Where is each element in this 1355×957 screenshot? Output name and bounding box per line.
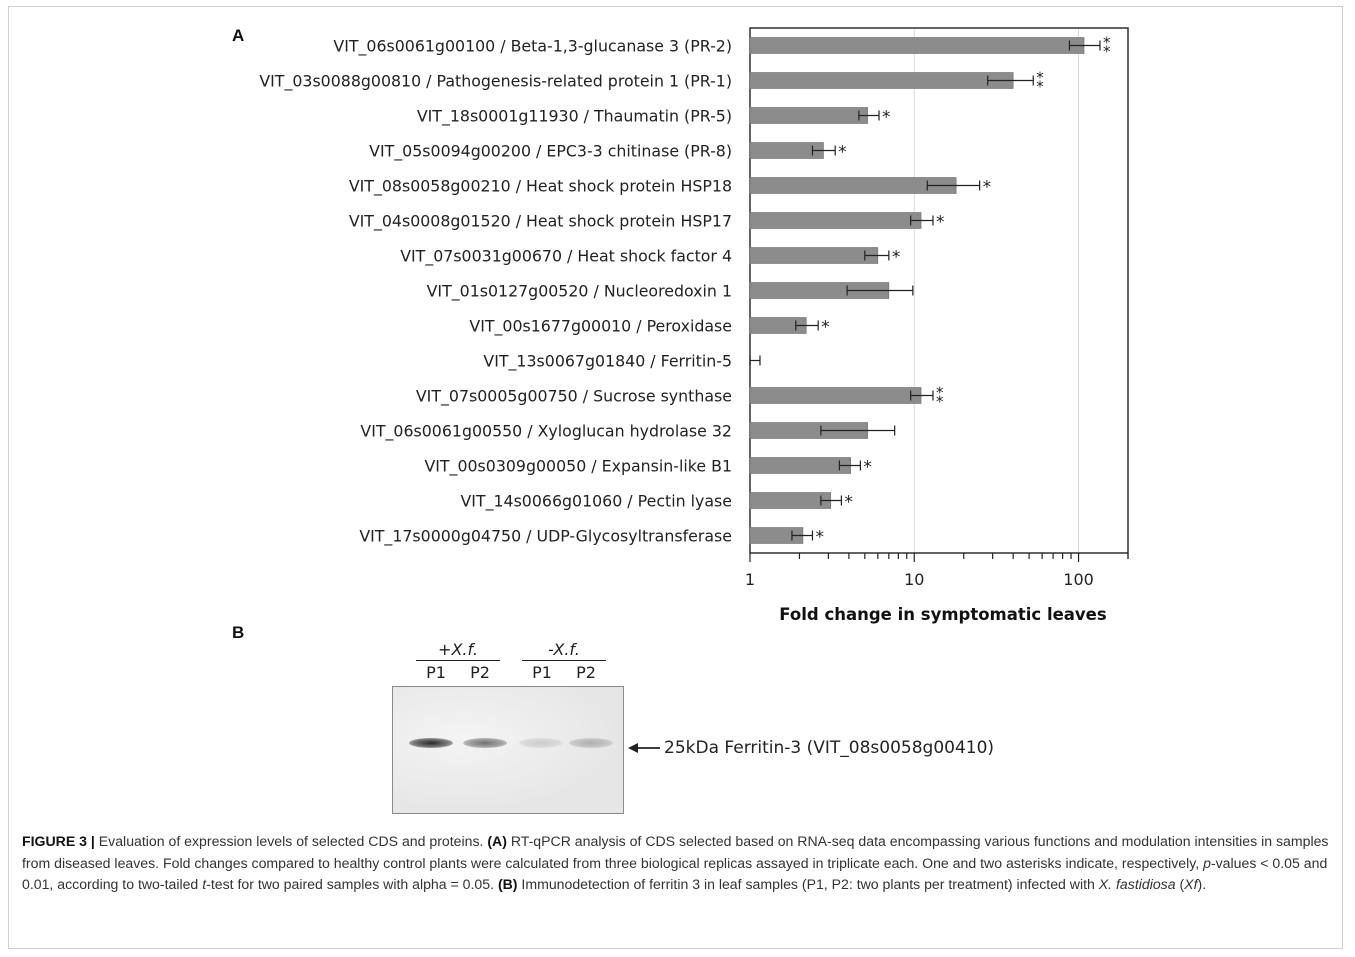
category-label: VIT_04s0008g01520 / Heat shock protein H… [349,212,732,232]
caption-p-symbol: p [1203,854,1211,871]
lane-label: P2 [470,663,490,682]
caption-text: Immunodetection of ferritin 3 in leaf sa… [517,876,1099,892]
category-label: VIT_07s0031g00670 / Heat shock factor 4 [400,247,732,267]
tick-label: 10 [904,570,924,589]
caption-text: -values < 0.05 and 0.01, according to tw… [22,854,1328,893]
caption-lead: Evaluation of expression levels of selec… [94,833,488,849]
category-label: VIT_18s0001g11930 / Thaumatin (PR-5) [417,107,732,127]
bar [749,37,1085,54]
blot-image [392,686,624,814]
lane-group-infected: +X.f. P1 P2 [414,640,502,682]
category-label: VIT_17s0000g04750 / UDP-Glycosyltransfer… [359,527,732,547]
blot-band [519,738,563,748]
category-label: VIT_08s0058g00210 / Heat shock protein H… [349,177,732,197]
bar-chart: **VIT_06s0061g00100 / Beta-1,3-glucanase… [259,27,1129,624]
bar [749,72,1014,89]
significance-mark: * [1036,69,1044,87]
significance-mark: * [1103,43,1111,61]
figure-frame [8,6,1343,949]
bar [749,457,851,474]
category-label: VIT_05s0094g00200 / EPC3-3 chitinase (PR… [369,142,732,162]
blot-band [569,738,613,748]
blot-band [463,738,507,748]
significance-mark: * [1103,34,1111,52]
tick-label: 100 [1063,570,1094,589]
caption-text: RT-qPCR analysis of CDS selected based o… [22,833,1329,871]
group-line [522,660,606,661]
significance-mark: * [838,143,847,163]
bar [749,492,832,509]
significance-mark: * [1036,78,1044,96]
caption-t-symbol: t [202,876,207,892]
category-label: VIT_00s1677g00010 / Peroxidase [469,317,732,337]
significance-mark: * [882,108,891,128]
bar [749,247,879,264]
blot-band [409,738,453,748]
band-label: 25kDa Ferritin-3 (VIT_08s0058g00410) [664,738,995,758]
caption-text: -test for two paired samples with alpha … [206,876,498,892]
bar [749,212,922,229]
significance-mark: * [983,178,992,198]
tick-label: 1 [745,570,755,589]
significance-mark: * [815,528,824,548]
lane-group-control: -X.f. P1 P2 [520,640,608,682]
lane-label: P1 [426,663,446,682]
panel-a-label: A [232,26,245,45]
lane-label: P2 [576,663,596,682]
caption-species: X. fastidiosa [1098,876,1176,892]
figure-caption: FIGURE 3 | Evaluation of expression leve… [22,831,1340,896]
caption-abbrev: Xf [1184,876,1198,892]
group-line [416,660,500,661]
bar [749,107,868,124]
category-label: VIT_06s0061g00550 / Xyloglucan hydrolase… [360,422,732,442]
x-axis-label: Fold change in symptomatic leaves [779,605,1107,624]
bar [749,387,922,404]
caption-part-b-label: (B) [497,876,518,892]
group-label-control: -X.f. [548,640,580,659]
significance-mark: * [844,493,853,513]
category-label: VIT_00s0309g00050 / Expansin-like B1 [424,457,732,477]
arrow-icon [628,743,660,753]
category-label: VIT_07s0005g00750 / Sucrose synthase [416,387,732,407]
western-blot-panel: +X.f. P1 P2 -X.f. P1 P2 25kDa Ferritin-3… [390,640,1030,820]
significance-mark: * [936,213,945,233]
panel-b-label: B [232,623,245,642]
significance-mark: * [936,384,944,402]
category-label: VIT_14s0066g01060 / Pectin lyase [460,492,732,512]
caption-figure-label: FIGURE 3 | [22,833,95,849]
category-label: VIT_01s0127g00520 / Nucleoredoxin 1 [427,282,732,302]
category-label: VIT_03s0088g00810 / Pathogenesis-related… [259,72,732,92]
group-label-infected: +X.f. [438,640,478,659]
significance-mark: * [821,318,830,338]
category-label: VIT_06s0061g00100 / Beta-1,3-glucanase 3… [333,37,732,57]
caption-text: ( [1175,876,1185,892]
significance-mark: * [863,458,872,478]
significance-mark: * [892,248,901,268]
caption-text: ). [1197,876,1207,892]
category-label: VIT_13s0067g01840 / Ferritin-5 [483,352,732,372]
bar [749,177,957,194]
lane-label: P1 [532,663,552,682]
significance-mark: * [936,393,944,411]
caption-part-a-label: (A) [487,833,507,849]
